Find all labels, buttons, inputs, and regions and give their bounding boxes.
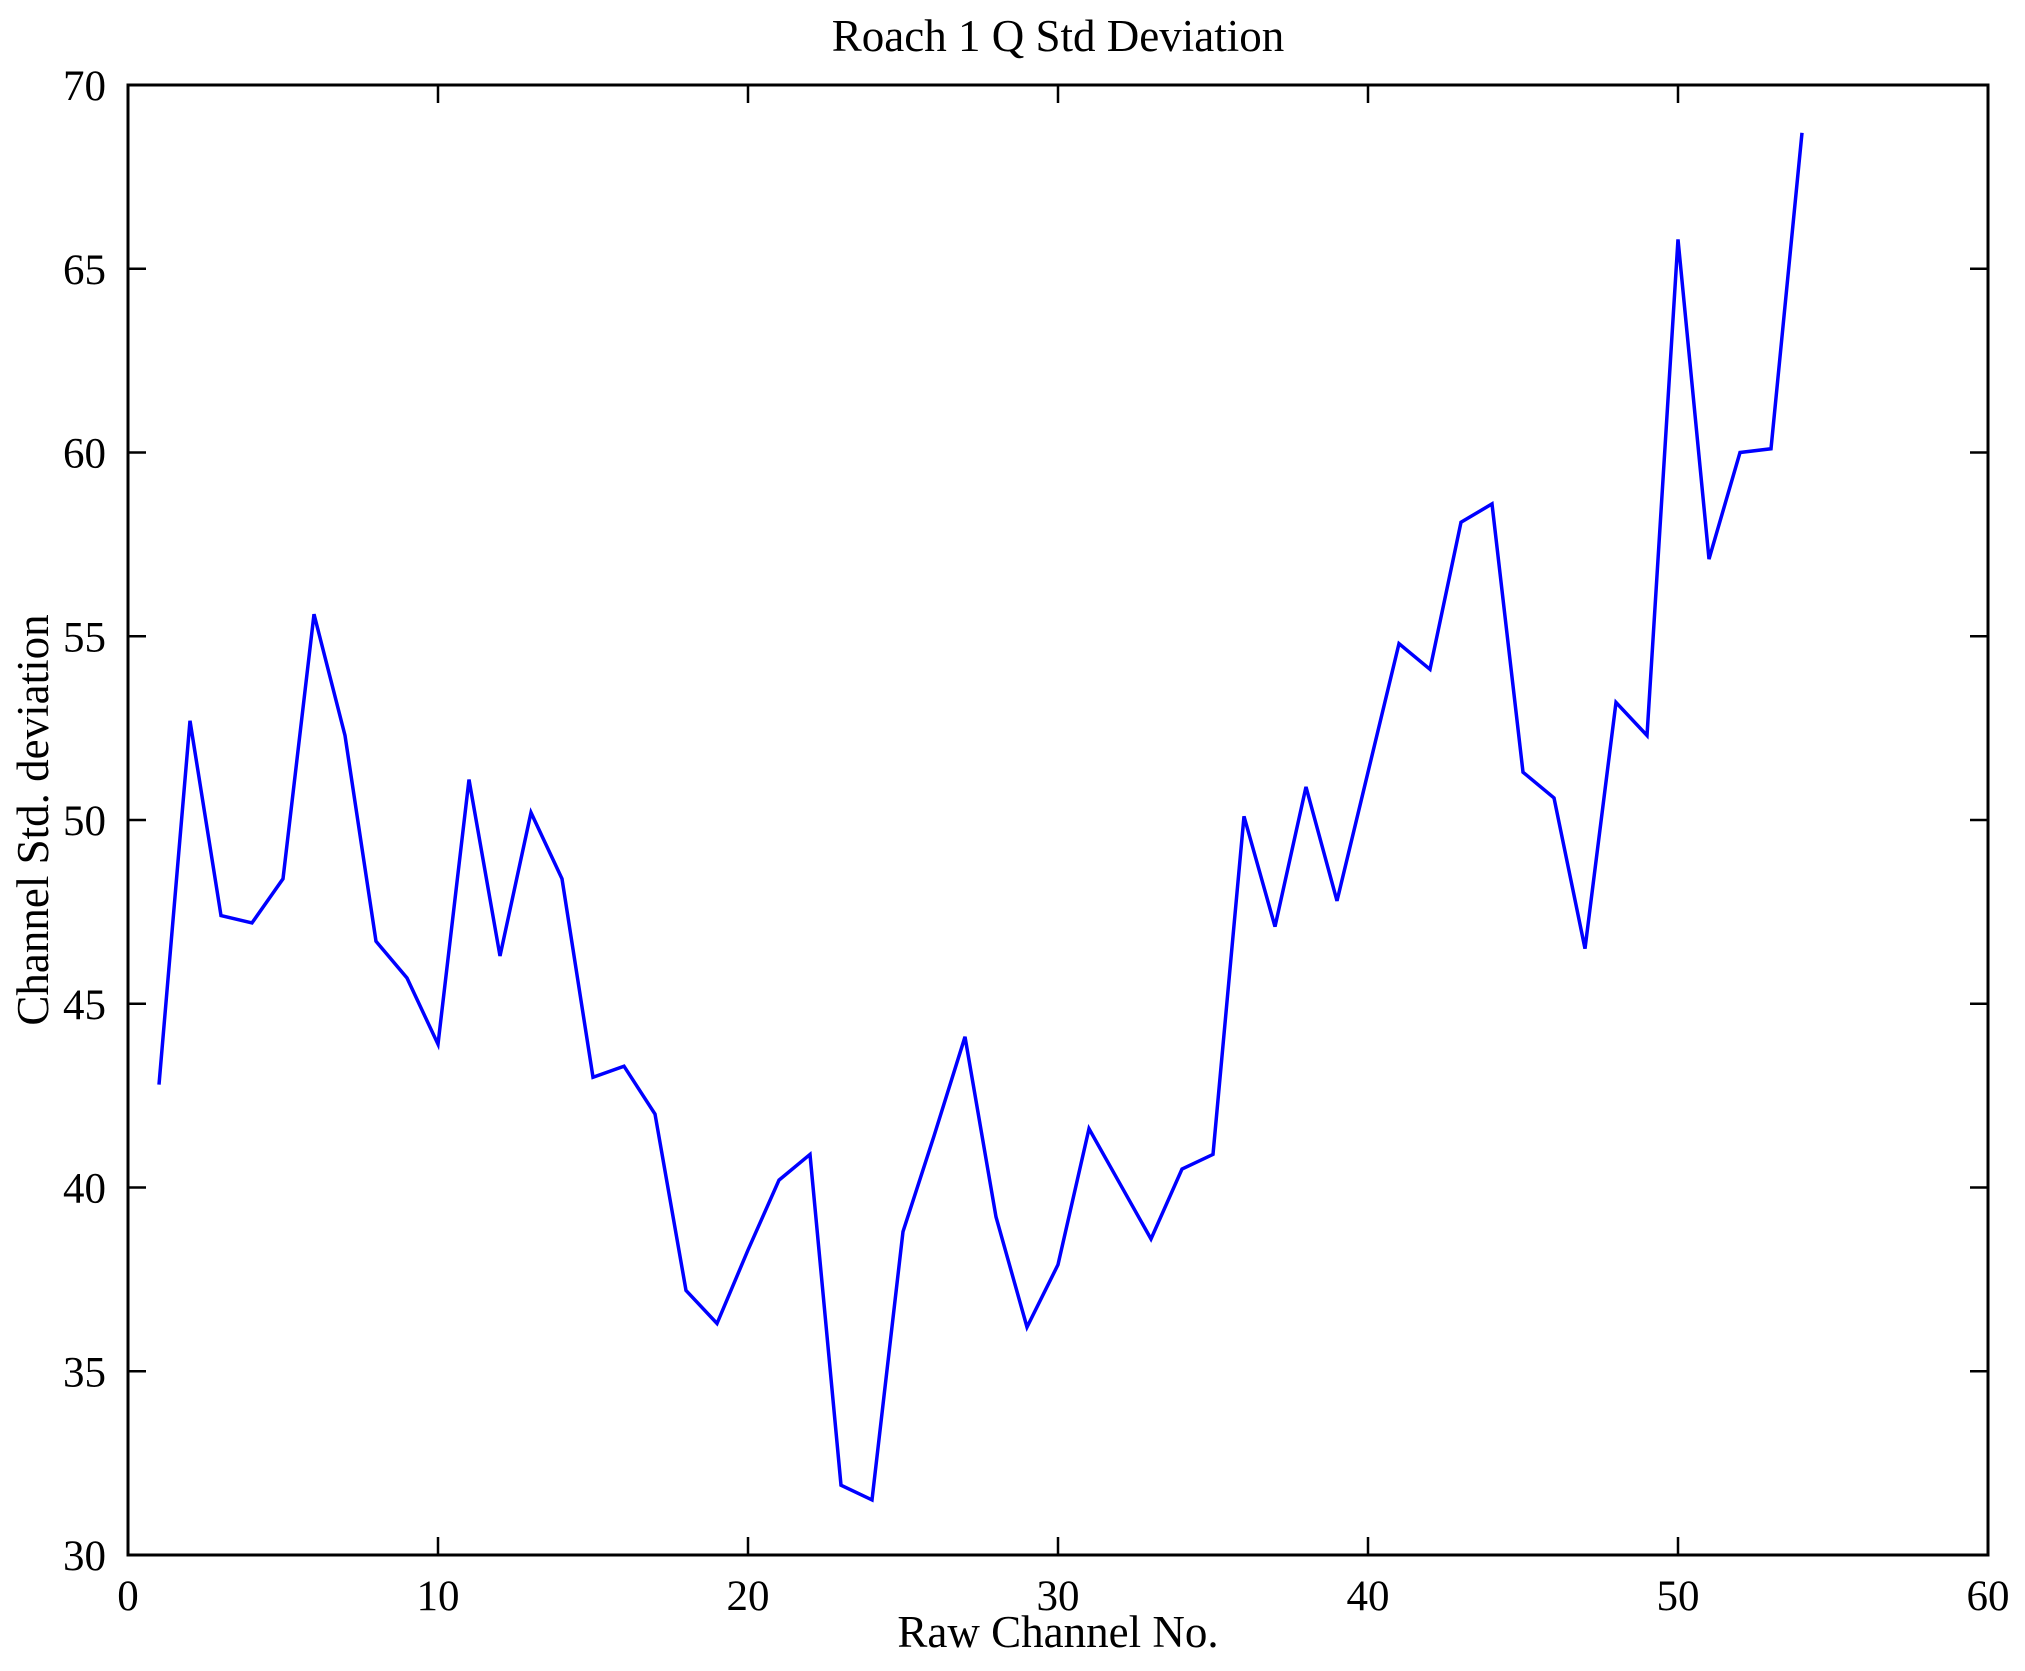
y-axis-label: Channel Std. deviation (8, 614, 58, 1026)
y-tick-label: 60 (63, 431, 106, 478)
x-tick-label: 20 (727, 1573, 770, 1620)
tick-marks (126, 83, 1990, 1557)
x-tick-label: 30 (1037, 1573, 1080, 1620)
y-tick-label: 50 (63, 798, 106, 845)
y-tick-label: 40 (63, 1166, 106, 1213)
tick-labels: 0 10 20 30 40 50 60 30 35 40 45 50 55 60 65 70 (63, 63, 2010, 1620)
x-tick-label: 0 (117, 1573, 139, 1620)
y-tick-label: 55 (63, 614, 106, 661)
series-line-channel-std-deviation (157, 132, 1804, 1503)
y-tick-label: 65 (63, 247, 106, 294)
x-tick-label: 60 (1967, 1573, 2010, 1620)
y-tick-label: 35 (63, 1349, 106, 1396)
axis-box (126, 83, 1990, 1557)
y-tick-label: 45 (63, 982, 106, 1029)
x-axis-label: Raw Channel No. (897, 1607, 1219, 1657)
chart-title: Roach 1 Q Std Deviation (831, 11, 1285, 61)
x-tick-label: 10 (417, 1573, 460, 1620)
y-tick-label: 70 (63, 63, 106, 110)
x-tick-label: 50 (1657, 1573, 1700, 1620)
y-tick-label: 30 (63, 1533, 106, 1580)
x-tick-label: 40 (1347, 1573, 1390, 1620)
